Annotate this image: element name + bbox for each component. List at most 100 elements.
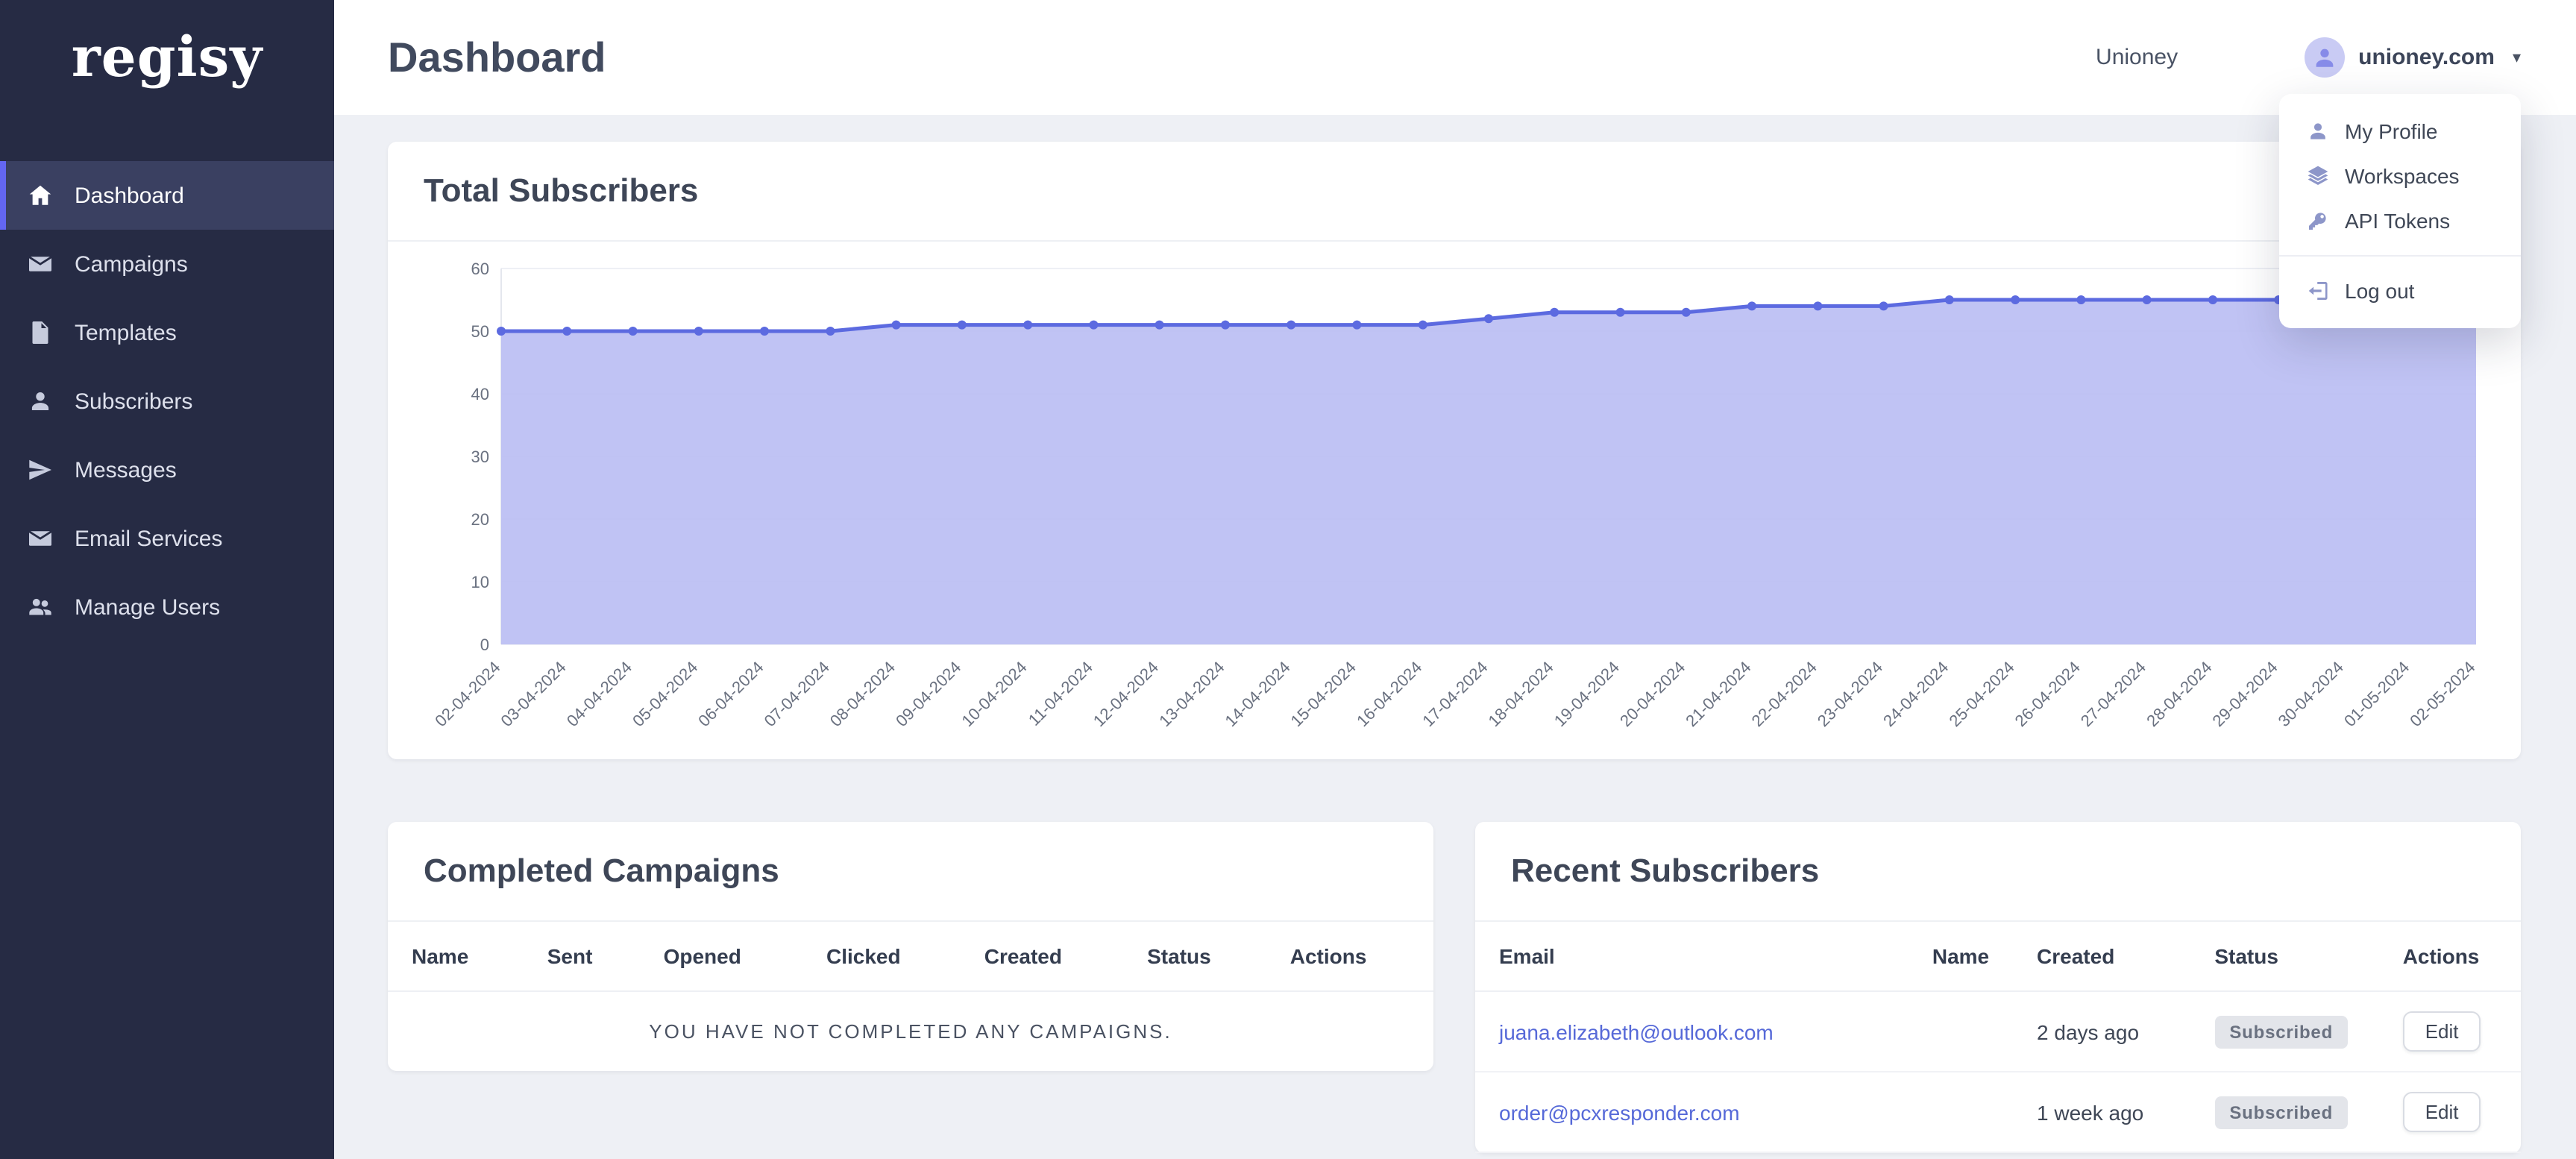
card-header: Total Subscribers [388, 142, 2521, 242]
svg-text:30: 30 [471, 447, 489, 466]
column-header-name: Name [1914, 922, 2020, 992]
subscriber-created-cell: 2 days ago [2019, 991, 2197, 1072]
edit-button[interactable]: Edit [2402, 1011, 2481, 1052]
menu-divider [2279, 255, 2521, 257]
svg-text:40: 40 [471, 385, 489, 403]
sidebar-item-label: Dashboard [75, 183, 184, 208]
subscriber-row: juana.elizabeth@outlook.com 2 days ago Sub… [1475, 991, 2521, 1072]
menu-item-label: My Profile [2345, 119, 2438, 143]
subscriber-created-cell: 1 week ago [2019, 1072, 2197, 1153]
subscriber-actions-cell: Edit [2384, 1072, 2521, 1153]
users-icon [27, 594, 54, 621]
bottom-row: Completed Campaigns Name Sent Opened Clicke… [388, 822, 2521, 1153]
sidebar-item-templates[interactable]: Templates [0, 298, 334, 367]
subscriber-name-cell [1914, 991, 2020, 1072]
subscriber-email-link[interactable]: order@pcxresponder.com [1499, 1100, 1740, 1124]
subscriber-email-cell: order@pcxresponder.com [1475, 1072, 1914, 1153]
sidebar-item-messages[interactable]: Messages [0, 436, 334, 504]
svg-text:18-04-2024: 18-04-2024 [1484, 658, 1556, 730]
svg-text:60: 60 [471, 260, 489, 278]
page-title: Dashboard [388, 34, 606, 80]
column-header-created: Created [2019, 922, 2197, 992]
layers-icon [2306, 164, 2330, 188]
svg-text:06-04-2024: 06-04-2024 [694, 658, 767, 730]
subscriber-status-cell: Subscribed [2196, 1072, 2385, 1153]
status-badge: Subscribed [2214, 1015, 2349, 1048]
column-header-status: Status [2196, 922, 2385, 992]
sidebar-item-email-services[interactable]: Email Services [0, 504, 334, 573]
status-badge: Subscribed [2214, 1096, 2349, 1128]
sidebar-item-manage-users[interactable]: Manage Users [0, 573, 334, 641]
svg-text:24-04-2024: 24-04-2024 [1879, 658, 1952, 730]
subscriber-row: order@pcxresponder.com 1 week ago Subscrib… [1475, 1072, 2521, 1153]
menu-item-label: Log out [2345, 279, 2415, 303]
column-header-actions: Actions [2384, 922, 2521, 992]
svg-text:05-04-2024: 05-04-2024 [629, 658, 701, 730]
svg-text:12-04-2024: 12-04-2024 [1090, 658, 1162, 730]
column-header-email: Email [1475, 922, 1914, 992]
empty-state-row: YOU HAVE NOT COMPLETED ANY CAMPAIGNS. [388, 991, 1433, 1071]
column-header-name: Name [388, 922, 530, 992]
svg-text:16-04-2024: 16-04-2024 [1353, 658, 1425, 730]
account-name: unioney.com [2358, 45, 2495, 70]
app-logo: regisy [71, 24, 263, 89]
recent-subscribers-card: Recent Subscribers Email Name Created Statu… [1475, 822, 2521, 1153]
paper-plane-icon [27, 456, 54, 483]
card-header: Completed Campaigns [388, 822, 1433, 922]
table-header-row: Email Name Created Status Actions [1475, 922, 2521, 992]
subscriber-status-cell: Subscribed [2196, 991, 2385, 1072]
user-icon [27, 388, 54, 415]
svg-text:08-04-2024: 08-04-2024 [826, 658, 899, 730]
svg-text:09-04-2024: 09-04-2024 [892, 658, 964, 730]
sidebar-item-label: Subscribers [75, 389, 193, 414]
workspace-name[interactable]: Unioney [2096, 45, 2178, 70]
account-menu-trigger[interactable]: unioney.com ▾ [2305, 37, 2521, 78]
card-title: Completed Campaigns [424, 852, 779, 889]
svg-text:25-04-2024: 25-04-2024 [1945, 658, 2017, 730]
svg-text:19-04-2024: 19-04-2024 [1551, 658, 1623, 730]
svg-text:02-04-2024: 02-04-2024 [431, 658, 503, 730]
card-header: Recent Subscribers [1475, 822, 2521, 922]
subscriber-actions-cell: Edit [2384, 991, 2521, 1072]
menu-item-log-out[interactable]: Log out [2279, 268, 2521, 313]
svg-text:10-04-2024: 10-04-2024 [958, 658, 1030, 730]
avatar [2305, 37, 2346, 78]
sidebar: regisy Dashboard Campaigns Templates Subscr… [0, 0, 334, 1159]
key-icon [2306, 209, 2330, 233]
subscriber-email-link[interactable]: juana.elizabeth@outlook.com [1499, 1020, 1774, 1043]
svg-text:14-04-2024: 14-04-2024 [1221, 658, 1293, 730]
svg-text:13-04-2024: 13-04-2024 [1155, 658, 1228, 730]
menu-item-label: API Tokens [2345, 209, 2451, 233]
svg-text:04-04-2024: 04-04-2024 [563, 658, 635, 730]
total-subscribers-card: Total Subscribers 0 10 20 30 40 50 60 02-04-202… [388, 142, 2521, 759]
sidebar-item-label: Templates [75, 320, 177, 345]
menu-item-api-tokens[interactable]: API Tokens [2279, 198, 2521, 243]
svg-text:03-04-2024: 03-04-2024 [497, 658, 569, 730]
completed-campaigns-card: Completed Campaigns Name Sent Opened Clicke… [388, 822, 1433, 1071]
subscribers-chart: 0 10 20 30 40 50 60 02-04-2024 03-04-2024 04-04-2… [388, 242, 2521, 753]
svg-text:11-04-2024: 11-04-2024 [1025, 658, 1096, 729]
sidebar-item-label: Manage Users [75, 594, 221, 620]
sidebar-item-dashboard[interactable]: Dashboard [0, 161, 334, 230]
column-header-opened: Opened [645, 922, 808, 992]
edit-button[interactable]: Edit [2402, 1092, 2481, 1132]
subscriber-email-cell: juana.elizabeth@outlook.com [1475, 991, 1914, 1072]
svg-text:02-05-2024: 02-05-2024 [2406, 658, 2478, 730]
envelope-icon [27, 251, 54, 277]
column-header-status: Status [1129, 922, 1272, 992]
column-header-created: Created [966, 922, 1130, 992]
svg-text:01-05-2024: 01-05-2024 [2340, 658, 2413, 730]
menu-item-my-profile[interactable]: My Profile [2279, 109, 2521, 154]
content: Total Subscribers 0 10 20 30 40 50 60 02-04-202… [334, 115, 2576, 1153]
campaigns-table: Name Sent Opened Clicked Created Status Action… [388, 922, 1433, 1071]
subscribers-area-chart: 0 10 20 30 40 50 60 02-04-202403-04-202404-04-2… [431, 260, 2481, 730]
menu-item-workspaces[interactable]: Workspaces [2279, 154, 2521, 198]
svg-text:07-04-2024: 07-04-2024 [761, 658, 833, 730]
subscribers-table: Email Name Created Status Actions juana.eliz… [1475, 922, 2521, 1153]
table-header-row: Name Sent Opened Clicked Created Status Action… [388, 922, 1433, 992]
subscriber-name-cell [1914, 1072, 2020, 1153]
sidebar-item-subscribers[interactable]: Subscribers [0, 367, 334, 436]
envelope-icon [27, 525, 54, 552]
sidebar-item-campaigns[interactable]: Campaigns [0, 230, 334, 298]
